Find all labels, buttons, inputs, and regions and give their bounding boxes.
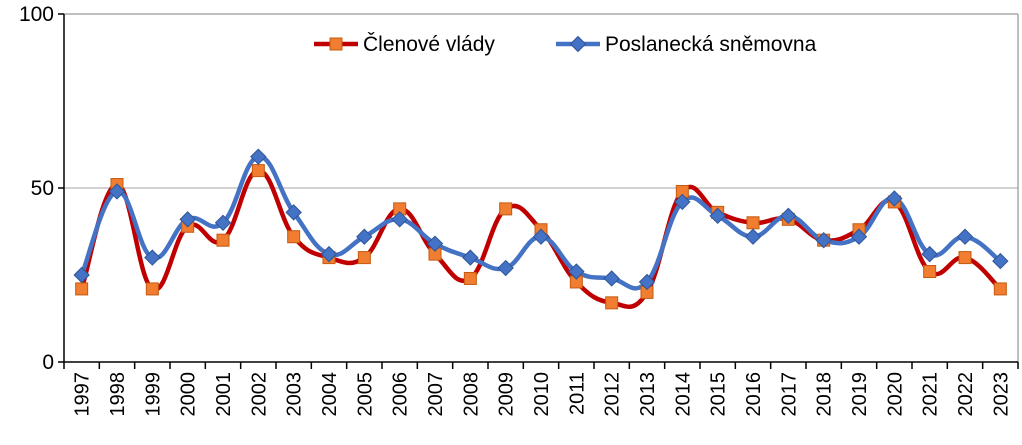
data-point: [499, 202, 513, 216]
data-point: [73, 266, 90, 284]
x-tick-label: 2002: [248, 372, 270, 417]
legend-marker: [569, 35, 587, 53]
legend-label: Členové vlády: [363, 33, 495, 56]
data-point: [391, 211, 408, 228]
x-tick-label: 2006: [390, 372, 412, 417]
data-point: [956, 228, 974, 245]
x-tick-label: 2020: [884, 372, 906, 417]
data-point: [251, 164, 265, 178]
legend-item-1: Členové vlády: [314, 33, 495, 56]
x-tick-label: 1999: [142, 372, 164, 417]
legend-item-2: Poslanecká sněmovna: [556, 33, 817, 56]
data-point: [108, 183, 126, 200]
data-point: [993, 282, 1007, 296]
x-tick-label: 2001: [213, 372, 235, 417]
x-tick-label: 2014: [672, 372, 694, 417]
data-point: [145, 282, 159, 296]
axis-layer: 0 50 100 1997 1998 1999 2000 2001 2002 2003 2004 20…: [19, 3, 1019, 417]
legend-marker: [329, 37, 343, 51]
data-point: [216, 233, 230, 247]
series-markers-2: [73, 148, 1009, 291]
x-tick-label: 2010: [531, 372, 553, 417]
data-point: [603, 270, 620, 287]
data-point: [568, 263, 585, 280]
y-tick-label: 100: [19, 3, 54, 26]
x-tick-label: 2011: [566, 372, 588, 415]
data-point: [250, 148, 267, 165]
data-point: [497, 259, 514, 277]
data-point: [605, 296, 619, 310]
data-point: [462, 249, 479, 266]
data-point: [709, 207, 726, 225]
data-point: [287, 230, 301, 244]
data-point: [992, 252, 1009, 270]
data-point: [674, 193, 691, 211]
legend-label: Poslanecká sněmovna: [605, 33, 817, 56]
legend: Členové vlády Poslanecká sněmovna: [314, 33, 817, 56]
x-tick-label: 2012: [602, 372, 624, 417]
data-point: [214, 214, 232, 232]
data-point: [144, 249, 161, 266]
x-tick-label: 2009: [496, 372, 518, 417]
x-tick-label: 1998: [107, 372, 129, 417]
x-tick-label: 2005: [354, 372, 376, 417]
data-point: [923, 265, 937, 279]
x-tick-label: 2022: [955, 372, 977, 417]
x-tick-label: 2008: [460, 372, 482, 417]
data-point: [780, 207, 797, 225]
x-tick-label: 2021: [920, 372, 942, 417]
data-point: [75, 282, 89, 296]
x-tick-label: 2023: [990, 372, 1012, 417]
x-tick-label: 2004: [319, 372, 341, 417]
data-point: [638, 273, 656, 291]
y-tick-label: 0: [42, 351, 54, 374]
data-point: [746, 216, 760, 230]
data-point: [179, 211, 196, 228]
x-tick-label: 2017: [778, 372, 800, 417]
y-tick-label: 50: [31, 177, 54, 200]
data-point: [850, 228, 868, 245]
data-point: [815, 231, 832, 249]
data-point: [921, 245, 938, 263]
x-tick-label: 2013: [637, 372, 659, 417]
series-layer: [73, 148, 1009, 310]
data-point: [320, 245, 338, 263]
x-tick-label: 2000: [178, 372, 200, 417]
data-point: [958, 251, 972, 265]
x-tick-label: 2016: [743, 372, 765, 417]
x-tick-label: 2007: [425, 372, 447, 417]
data-point: [357, 251, 371, 265]
data-point: [356, 228, 373, 245]
x-tick-label: 2019: [849, 372, 871, 417]
x-tick-label: 2015: [708, 372, 730, 417]
x-tick-label: 2003: [284, 372, 306, 417]
data-point: [463, 271, 477, 285]
data-point: [285, 204, 302, 221]
data-point: [532, 228, 550, 245]
data-point: [426, 235, 444, 252]
data-point: [744, 228, 762, 245]
x-tick-label: 1997: [72, 372, 94, 417]
data-point: [886, 190, 903, 207]
x-tick-label: 2018: [814, 372, 836, 417]
